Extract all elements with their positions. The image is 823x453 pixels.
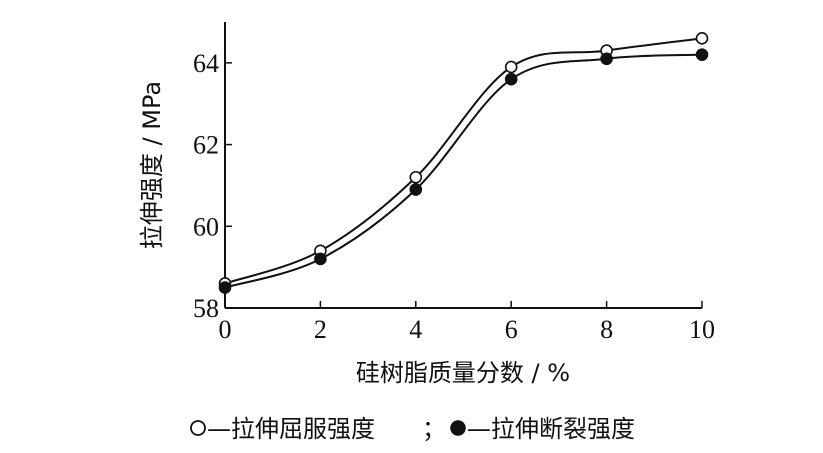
open-point-5 (695, 32, 709, 45)
y-tick-label-1: 60 (193, 212, 219, 241)
legend-label-yield: 拉伸屈服强度 (231, 415, 375, 443)
x-tick-label-1: 2 (314, 315, 327, 344)
x-tick-label-4: 8 (600, 315, 613, 344)
open-point-3 (504, 60, 518, 74)
x-tick-label-2: 4 (409, 315, 422, 344)
filled-point-2 (409, 183, 423, 196)
legend-filled-circle-icon (450, 420, 466, 436)
filled-point-3 (504, 72, 518, 86)
y-tick-label-2: 62 (193, 131, 219, 160)
filled-point-4 (600, 52, 613, 66)
open-point-2 (409, 170, 423, 184)
series-line-0 (224, 37, 703, 285)
filled-point-5 (695, 48, 709, 61)
y-tick-label-0: 58 (193, 294, 219, 323)
legend-dash: — (207, 415, 231, 443)
series-line-1 (224, 53, 703, 289)
ticks (224, 62, 703, 309)
x-tick-label-0: 0 (219, 315, 232, 344)
y-tick-label-3: 64 (193, 49, 219, 78)
filled-point-0 (218, 281, 232, 294)
filled-point-1 (314, 252, 327, 266)
x-axis-label: 硅树脂质量分数 / % (356, 359, 570, 387)
tick-labels: 0 2 4 6 8 10 58 60 62 64 (193, 49, 715, 344)
series-layer (218, 32, 709, 294)
x-tick-label-5: 10 (689, 315, 715, 344)
x-tick-label-3: 6 (505, 315, 518, 344)
plot-frame (224, 22, 702, 309)
y-axis-label: 拉伸强度 / MPa (138, 81, 166, 249)
legend-separator: ； (422, 415, 446, 443)
legend-dash-2: — (467, 415, 491, 443)
legend-open-circle-icon (190, 420, 206, 436)
legend: — 拉伸屈服强度 ； — 拉伸断裂强度 (190, 415, 635, 443)
legend-label-break: 拉伸断裂强度 (491, 415, 635, 443)
